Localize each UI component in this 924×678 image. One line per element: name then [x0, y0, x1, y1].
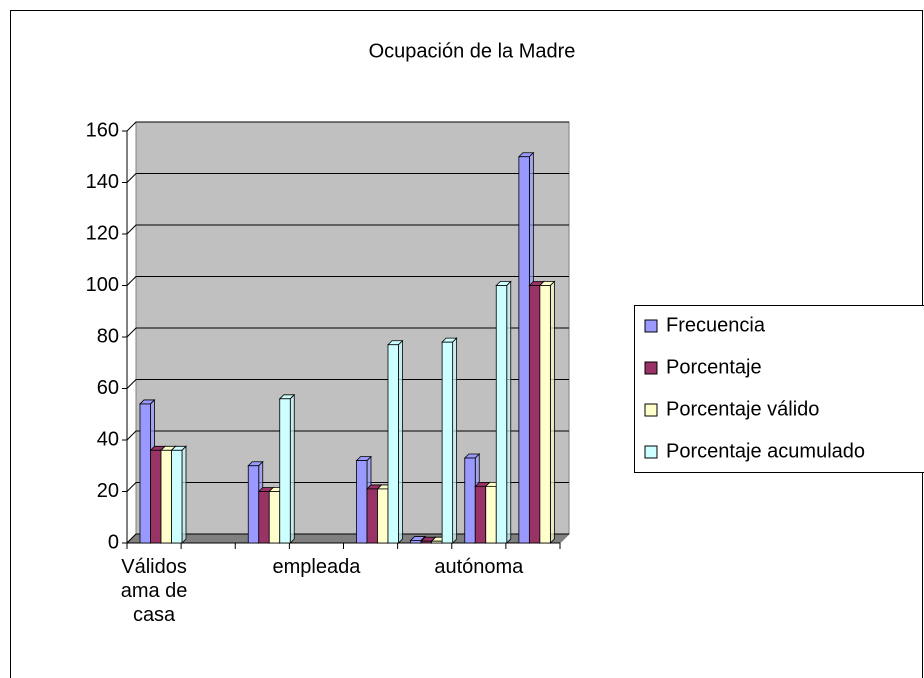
grid-line — [126, 327, 569, 338]
bar-side — [398, 339, 403, 544]
legend-swatch — [644, 361, 658, 375]
bar-side — [289, 393, 295, 544]
legend-swatch — [644, 445, 658, 459]
bar-front — [528, 285, 541, 544]
legend-swatch — [644, 403, 658, 417]
bar-front — [279, 398, 291, 544]
bar-front — [366, 488, 378, 544]
bar-front — [474, 485, 487, 544]
x-tick-label: autónoma — [434, 556, 524, 578]
grid-line — [126, 276, 569, 286]
bar-front — [431, 540, 443, 544]
bar-front — [420, 540, 433, 544]
grid-line — [126, 533, 569, 544]
y-tick-label: 20 — [97, 480, 119, 502]
y-tick-label: 160 — [86, 119, 119, 141]
bar — [495, 280, 512, 544]
x-tick-label: empleada — [272, 556, 361, 578]
bar — [278, 393, 296, 544]
bar-front — [410, 540, 422, 544]
x-tick-label-box: Válidos ama de casa — [120, 556, 188, 626]
x-tick-label-box: autónoma — [434, 556, 524, 578]
bar-front — [464, 457, 476, 544]
bar — [170, 445, 187, 544]
bar — [538, 280, 556, 544]
legend-box — [634, 305, 924, 473]
bar-front — [150, 449, 162, 544]
x-tick-label-box: empleada — [272, 556, 361, 578]
bar — [387, 339, 404, 544]
bar-front — [247, 465, 260, 544]
y-tick-label: 100 — [86, 274, 119, 296]
bar-front — [356, 460, 368, 544]
legend-label: Porcentaje — [666, 356, 762, 378]
bar-side — [506, 280, 512, 544]
grid-line — [126, 224, 569, 235]
grid-line — [126, 430, 569, 441]
legend-label: Porcentaje válido — [666, 398, 819, 420]
grid-line — [126, 173, 569, 183]
x-tick-label: Válidos ama de casa — [120, 556, 188, 626]
grid-line — [126, 482, 569, 492]
grid-line — [126, 121, 569, 132]
bar-front — [268, 491, 281, 544]
bar-front — [160, 449, 172, 544]
bar-side — [549, 280, 555, 544]
chart-title: Ocupación de la Madre — [369, 40, 576, 62]
legend-label: Porcentaje acumulado — [666, 440, 865, 462]
bar-front — [539, 285, 551, 544]
y-tick-label: 80 — [97, 325, 119, 347]
bar-front — [377, 488, 389, 544]
bar-front — [441, 341, 454, 544]
y-tick-label: 120 — [86, 222, 119, 244]
y-tick-label: 140 — [86, 171, 119, 193]
bar — [441, 337, 458, 544]
bar-front — [495, 285, 508, 544]
bar-front — [171, 449, 183, 544]
grid-line — [126, 379, 569, 389]
bar-front — [387, 344, 399, 544]
legend-label: Frecuencia — [666, 314, 766, 336]
legend-swatch — [644, 319, 658, 333]
y-tick-label: 60 — [97, 377, 119, 399]
bar-front — [258, 491, 270, 544]
bar-front — [485, 485, 497, 544]
y-tick-label: 0 — [108, 531, 119, 553]
bar-front — [139, 403, 151, 544]
y-tick-label: 40 — [97, 428, 119, 450]
bar-side — [452, 337, 458, 544]
bar-front — [518, 156, 530, 544]
bar-side — [181, 445, 187, 544]
